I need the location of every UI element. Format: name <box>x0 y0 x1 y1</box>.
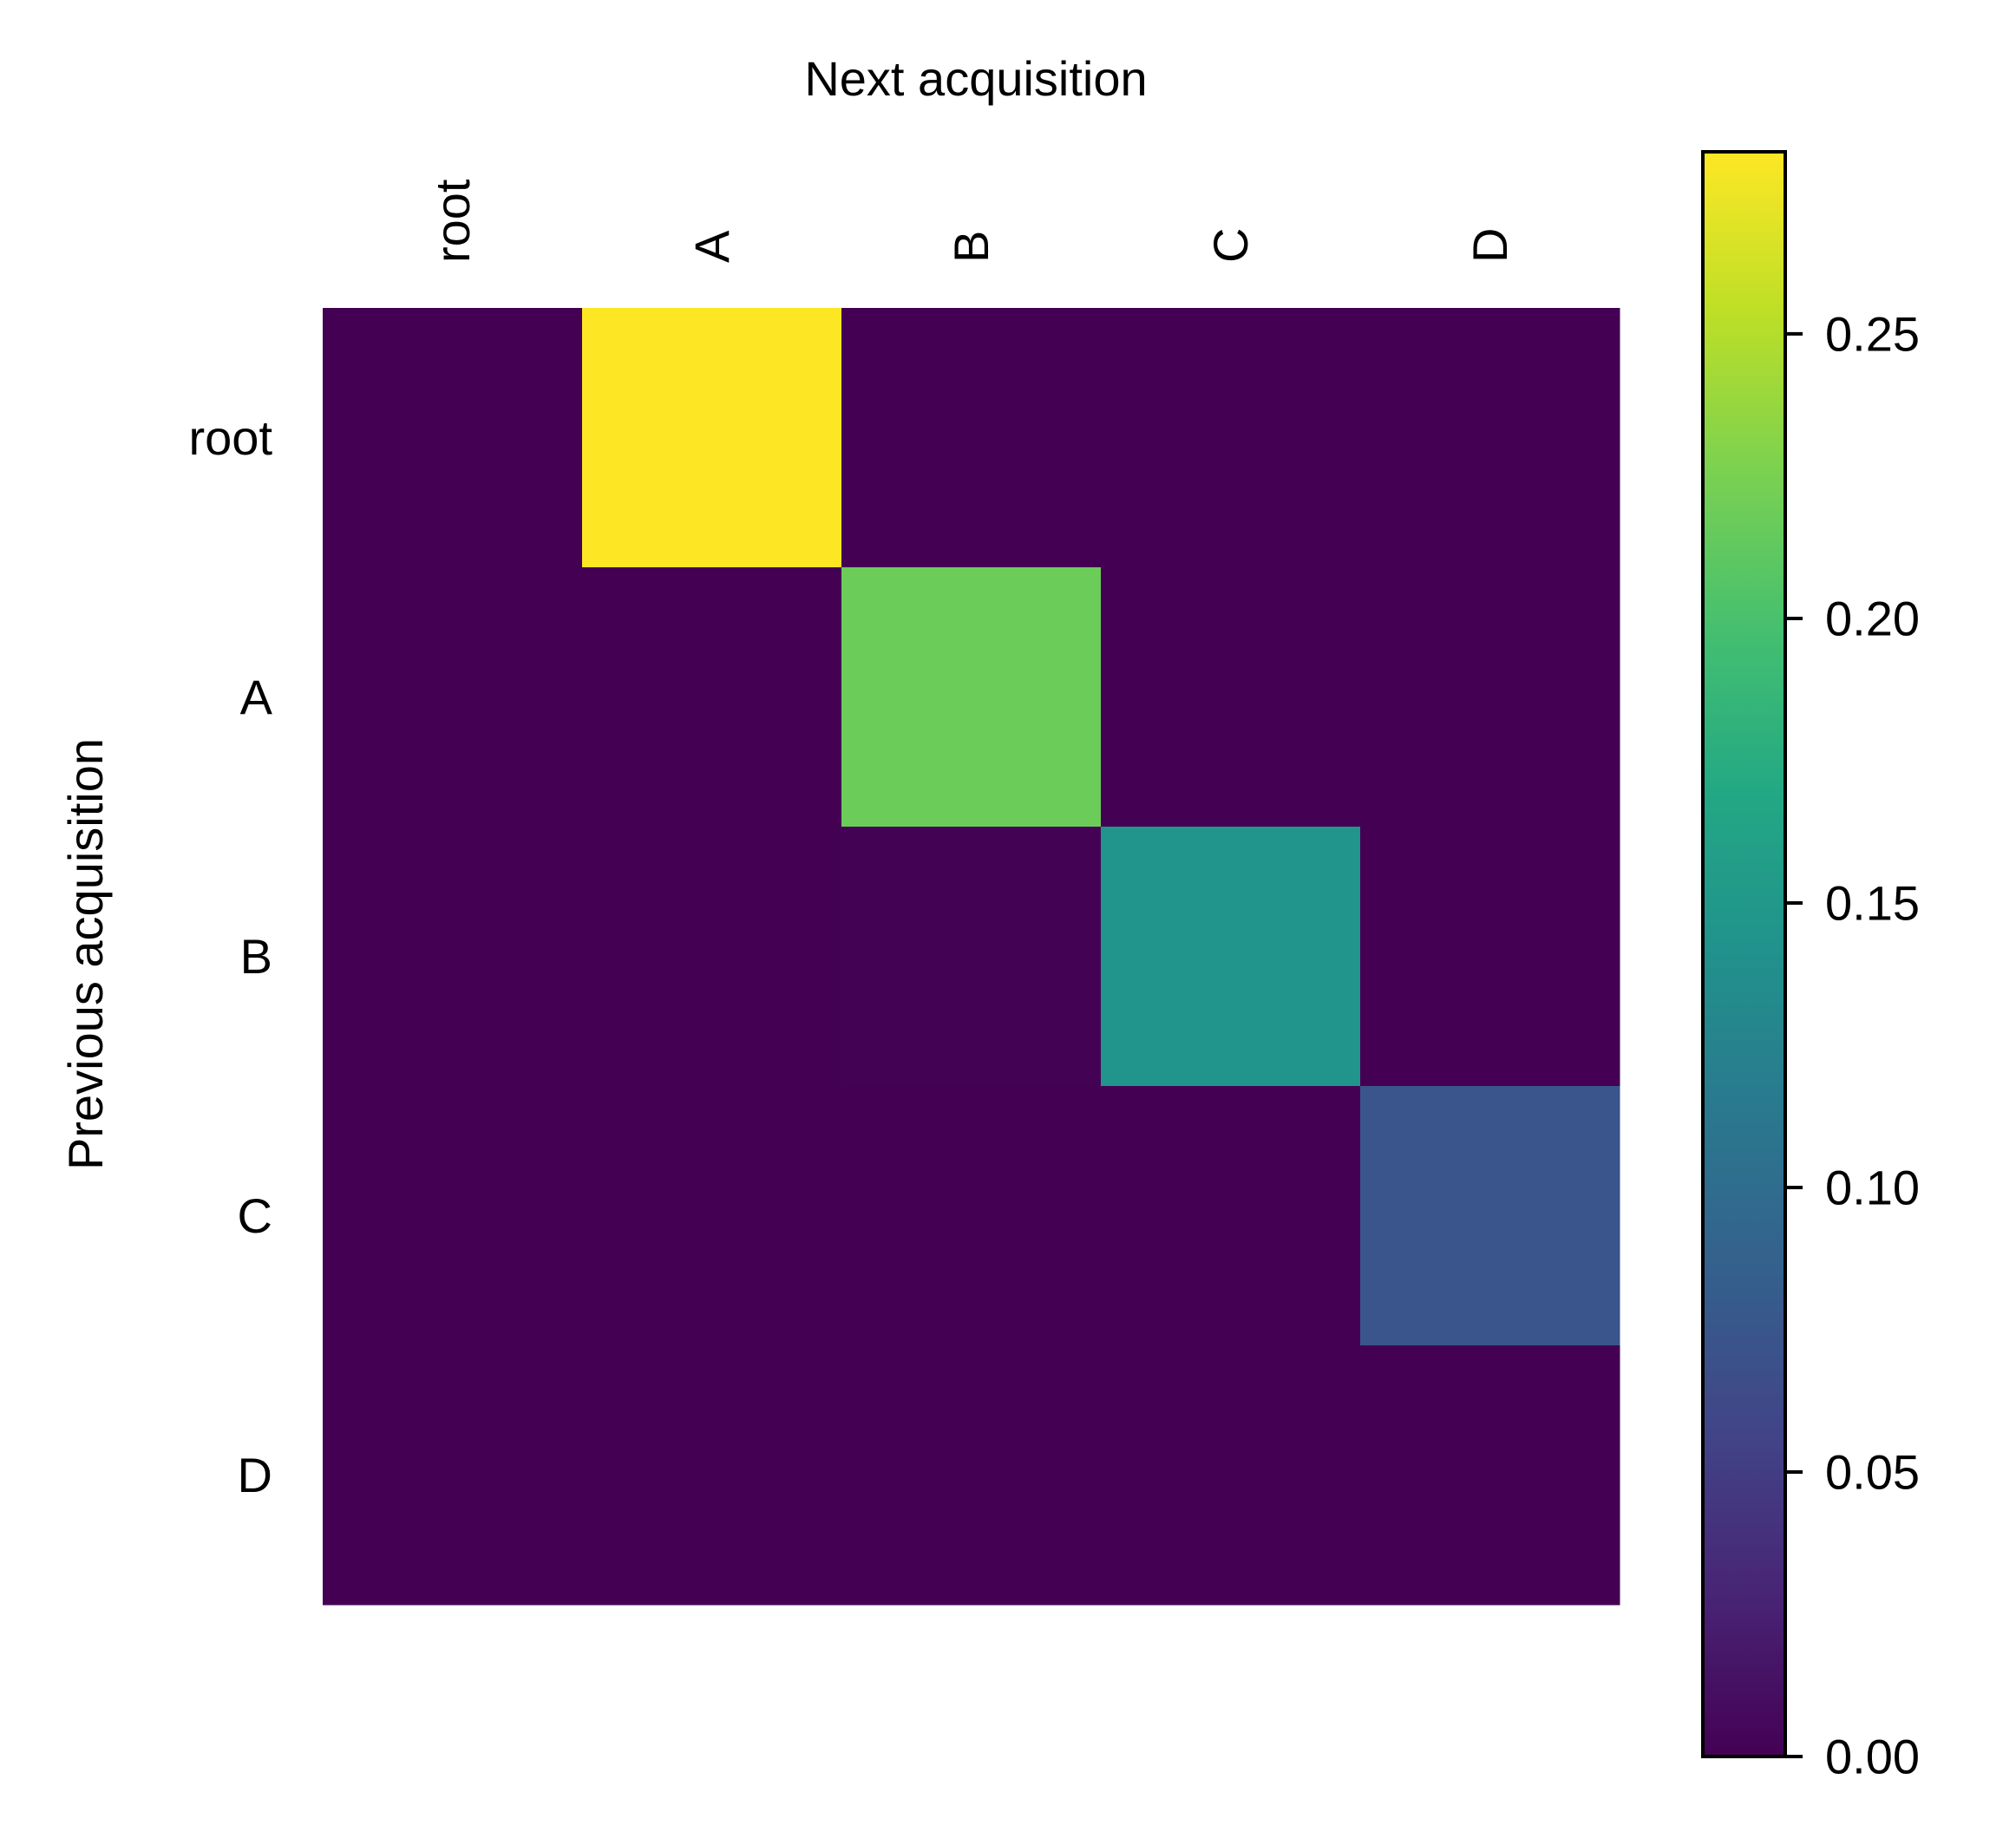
x-tick-label-B: B <box>944 231 998 263</box>
y-axis-label: Previous acquisition <box>58 738 113 1170</box>
heatmap-cell-B-root <box>323 827 583 1087</box>
heatmap-cell-D-A <box>582 1345 842 1606</box>
heatmap-cell-B-A <box>582 827 842 1087</box>
x-tick-label-D: D <box>1463 228 1517 263</box>
heatmap-cell-B-C <box>1101 827 1361 1087</box>
colorbar-tick-label: 0.00 <box>1825 1730 1920 1784</box>
heatmap-cells <box>323 308 1620 1606</box>
colorbar-tick-label: 0.25 <box>1825 306 1920 361</box>
heatmap-cell-C-D <box>1360 1086 1620 1346</box>
colorbar-tick-label: 0.10 <box>1825 1160 1920 1214</box>
colorbar-tick-label: 0.05 <box>1825 1444 1920 1499</box>
colorbar-ticks: 0.00 0.05 0.10 0.15 0.20 0.25 <box>1785 306 1920 1784</box>
heatmap-cell-root-root <box>323 308 583 568</box>
x-tick-label-A: A <box>684 230 739 263</box>
heatmap-cell-D-D <box>1360 1345 1620 1606</box>
x-tick-label-C: C <box>1203 228 1258 263</box>
heatmap-cell-root-C <box>1101 308 1361 568</box>
x-tick-labels: root A B C D <box>425 179 1517 263</box>
y-tick-labels: root A B C D <box>189 410 273 1502</box>
y-tick-label-A: A <box>240 670 273 724</box>
heatmap-cell-B-B <box>841 827 1102 1087</box>
heatmap-cell-C-root <box>323 1086 583 1346</box>
colorbar <box>1701 150 1787 1758</box>
heatmap-cell-D-root <box>323 1345 583 1606</box>
heatmap-cell-A-C <box>1101 567 1361 828</box>
y-tick-label-D: D <box>238 1448 272 1502</box>
heatmap-cell-C-C <box>1101 1086 1361 1346</box>
heatmap-cell-D-B <box>841 1345 1102 1606</box>
heatmap-cell-A-D <box>1360 567 1620 828</box>
heatmap-cell-D-C <box>1101 1345 1361 1606</box>
y-tick-label-C: C <box>238 1188 272 1243</box>
x-axis-label: Next acquisition <box>804 51 1147 106</box>
colorbar-tick-label: 0.15 <box>1825 875 1920 930</box>
heatmap-cell-A-B <box>841 567 1102 828</box>
heatmap-cell-A-root <box>323 567 583 828</box>
heatmap-cell-root-D <box>1360 308 1620 568</box>
heatmap-cell-root-B <box>841 308 1102 568</box>
heatmap-cell-A-A <box>582 567 842 828</box>
heatmap-cell-C-B <box>841 1086 1102 1346</box>
y-tick-label-root: root <box>189 410 273 465</box>
heatmap-cell-B-D <box>1360 827 1620 1087</box>
x-tick-label-root: root <box>425 179 480 263</box>
y-tick-label-B: B <box>240 929 272 984</box>
heatmap-cell-C-A <box>582 1086 842 1346</box>
colorbar-tick-label: 0.20 <box>1825 591 1920 645</box>
heatmap-cell-root-A <box>582 308 842 568</box>
